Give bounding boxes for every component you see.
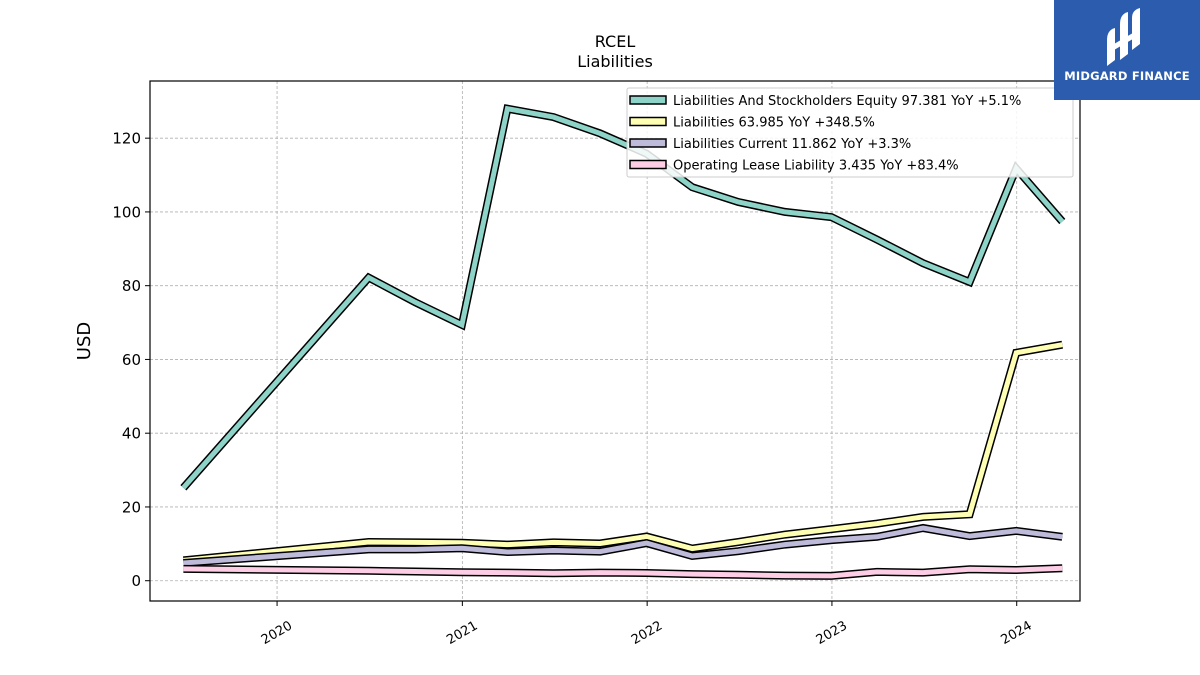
legend-swatch — [629, 138, 667, 148]
series-line — [183, 525, 1063, 566]
series-line — [181, 105, 1065, 490]
legend-swatch — [629, 159, 667, 170]
series-line — [183, 342, 1063, 563]
legend-swatch — [629, 95, 667, 105]
legend-swatch — [629, 116, 667, 127]
legend: Liabilities And Stockholders Equity 97.3… — [626, 87, 1074, 178]
y-tick-label: 40 — [122, 425, 141, 443]
y-tick-label: 0 — [131, 572, 141, 590]
y-tick-label: 100 — [112, 203, 141, 221]
x-tick-label: 2020 — [259, 618, 295, 648]
legend-label: Operating Lease Liability 3.435 YoY +83.… — [673, 159, 959, 174]
chart-title: RCEL — [595, 32, 636, 51]
x-axis: 2020 2021 2022 2023 2024 — [259, 601, 1035, 648]
legend-box — [626, 87, 1074, 178]
legend-label: Liabilities 63.985 YoY +348.5% — [673, 116, 875, 131]
plot-frame — [149, 80, 1081, 602]
brand-logo: MIDGARD FINANCE — [1054, 0, 1200, 100]
chart-subtitle: Liabilities — [577, 52, 653, 71]
y-tick-label: 60 — [122, 351, 141, 369]
y-tick-label: 120 — [112, 130, 141, 148]
y-axis-label: USD — [74, 322, 95, 360]
series-line — [183, 565, 1063, 579]
x-tick-label: 2024 — [999, 618, 1035, 648]
x-tick-label: 2023 — [814, 618, 850, 648]
y-tick-label: 20 — [122, 498, 141, 516]
x-tick-label: 2021 — [444, 618, 480, 648]
brand-name: MIDGARD FINANCE — [1064, 69, 1190, 83]
legend-label: Liabilities And Stockholders Equity 97.3… — [673, 94, 1021, 109]
midgard-logo-icon — [1107, 8, 1140, 66]
series-lines — [180, 104, 1066, 580]
legend-label: Liabilities Current 11.862 YoY +3.3% — [673, 137, 911, 152]
y-axis: 0 20 40 60 80 100 120 — [112, 130, 150, 590]
y-tick-label: 80 — [122, 277, 141, 295]
x-tick-label: 2022 — [629, 618, 665, 648]
